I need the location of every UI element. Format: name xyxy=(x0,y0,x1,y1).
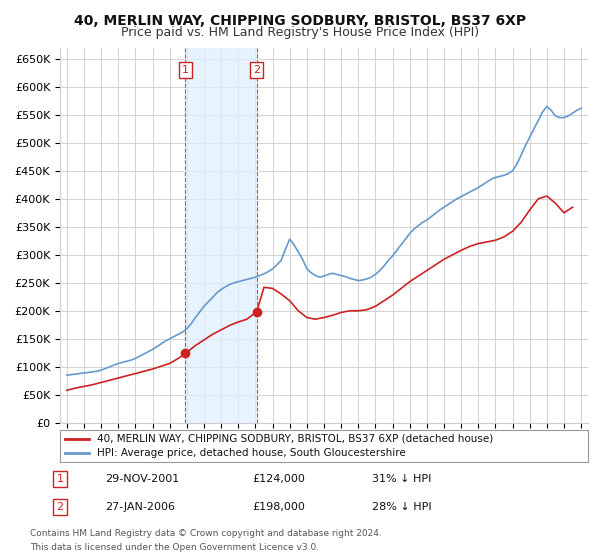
Text: 28% ↓ HPI: 28% ↓ HPI xyxy=(372,502,431,512)
Text: £198,000: £198,000 xyxy=(252,502,305,512)
Text: 27-JAN-2006: 27-JAN-2006 xyxy=(105,502,175,512)
Text: Price paid vs. HM Land Registry's House Price Index (HPI): Price paid vs. HM Land Registry's House … xyxy=(121,26,479,39)
Text: 29-NOV-2001: 29-NOV-2001 xyxy=(105,474,179,484)
Text: 2: 2 xyxy=(56,502,64,512)
Text: 40, MERLIN WAY, CHIPPING SODBURY, BRISTOL, BS37 6XP (detached house): 40, MERLIN WAY, CHIPPING SODBURY, BRISTO… xyxy=(97,433,493,444)
Text: £124,000: £124,000 xyxy=(252,474,305,484)
Text: 1: 1 xyxy=(56,474,64,484)
Bar xyxy=(185,48,257,423)
Text: HPI: Average price, detached house, South Gloucestershire: HPI: Average price, detached house, Sout… xyxy=(97,448,406,458)
Text: 40, MERLIN WAY, CHIPPING SODBURY, BRISTOL, BS37 6XP: 40, MERLIN WAY, CHIPPING SODBURY, BRISTO… xyxy=(74,14,526,28)
Text: Contains HM Land Registry data © Crown copyright and database right 2024.: Contains HM Land Registry data © Crown c… xyxy=(30,529,382,538)
Text: 2: 2 xyxy=(253,65,260,75)
Text: 31% ↓ HPI: 31% ↓ HPI xyxy=(372,474,431,484)
Text: 1: 1 xyxy=(182,65,189,75)
Text: This data is licensed under the Open Government Licence v3.0.: This data is licensed under the Open Gov… xyxy=(30,543,319,552)
